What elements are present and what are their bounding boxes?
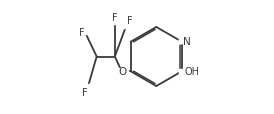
Text: F: F xyxy=(82,87,88,97)
Text: F: F xyxy=(79,27,84,37)
Text: N: N xyxy=(183,36,191,46)
Text: F: F xyxy=(127,16,133,26)
Text: OH: OH xyxy=(184,67,199,77)
Text: F: F xyxy=(112,13,118,23)
Text: O: O xyxy=(119,67,127,77)
